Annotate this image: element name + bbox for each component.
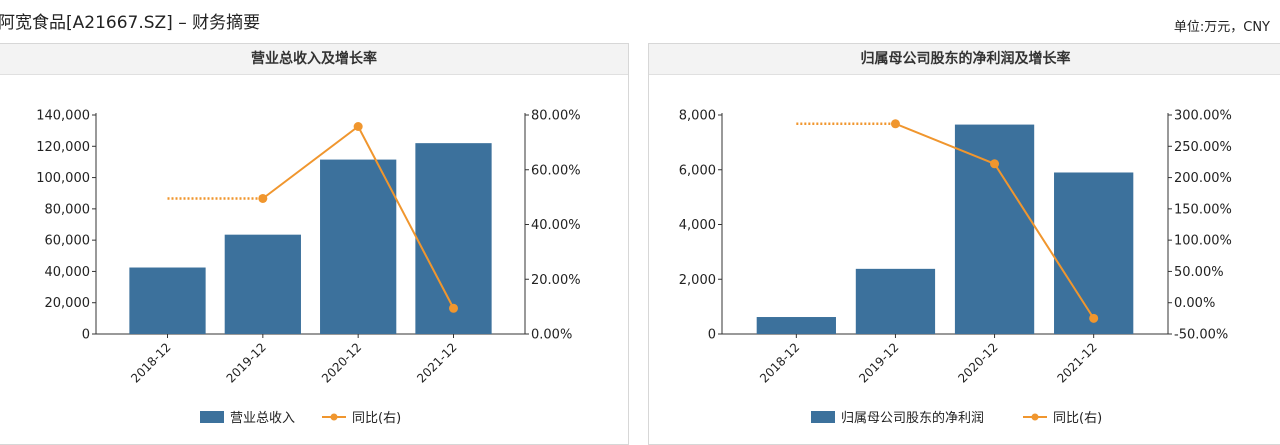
y-left-tick-label: 0 bbox=[708, 328, 716, 343]
y-right-tick-label: 0.00% bbox=[1174, 296, 1215, 311]
growth-point bbox=[449, 303, 458, 313]
y-right-tick-label: 150.00% bbox=[1174, 202, 1232, 217]
x-tick-label: 2020-12 bbox=[955, 340, 1000, 385]
revenue-chart-panel: 营业总收入及增长率 0 20,000 40,000 60,000 80,000 100,0… bbox=[0, 43, 629, 445]
y-right-tick-label: 40.00% bbox=[531, 218, 581, 233]
bar bbox=[1054, 172, 1134, 334]
y-right-tick-label: 200.00% bbox=[1174, 171, 1232, 186]
net-profit-chart-panel: 归属母公司股东的净利润及增长率 0 2,000 4,000 6,000 8,000 -50… bbox=[648, 43, 1280, 445]
y-right-tick-label: 60.00% bbox=[531, 163, 581, 178]
y-right-tick-label: 100.00% bbox=[1174, 234, 1232, 249]
chart-title: 归属母公司股东的净利润及增长率 bbox=[649, 44, 1280, 75]
bar bbox=[415, 143, 492, 334]
y-left-tick-label: 8,000 bbox=[679, 109, 716, 124]
growth-point bbox=[990, 159, 1000, 169]
y-right-tick-label: 20.00% bbox=[531, 273, 581, 288]
y-left-tick-label: 20,000 bbox=[45, 296, 91, 311]
legend-line-label: 同比(右) bbox=[1053, 411, 1102, 426]
page-title: 阿宽食品[A21667.SZ] – 财务摘要 bbox=[0, 13, 261, 33]
y-left-tick-label: 100,000 bbox=[36, 171, 90, 186]
bar bbox=[224, 234, 301, 334]
growth-point bbox=[1089, 313, 1099, 323]
x-tick-label: 2021-12 bbox=[414, 340, 459, 385]
y-right-tick-label: 300.00% bbox=[1174, 109, 1232, 124]
growth-point bbox=[890, 119, 900, 129]
x-tick-label: 2019-12 bbox=[224, 340, 269, 385]
chart-title: 营业总收入及增长率 bbox=[0, 44, 628, 75]
y-right-tick-label: 80.00% bbox=[531, 109, 581, 124]
growth-point bbox=[353, 121, 363, 131]
legend-bar-swatch bbox=[811, 411, 835, 423]
y-left-tick-label: 4,000 bbox=[679, 218, 716, 233]
unit-label: 单位:万元，CNY bbox=[1173, 20, 1270, 35]
y-right-tick-label: -50.00% bbox=[1174, 328, 1228, 343]
x-tick-label: 2018-12 bbox=[757, 340, 802, 385]
y-right-tick-label: 50.00% bbox=[1174, 265, 1224, 280]
bar bbox=[855, 268, 936, 334]
bar bbox=[129, 267, 206, 334]
legend-bar-label: 归属母公司股东的净利润 bbox=[841, 410, 984, 426]
legend-line-marker bbox=[1031, 413, 1039, 421]
y-right-tick-label: 250.00% bbox=[1174, 140, 1232, 155]
growth-point bbox=[258, 193, 268, 203]
y-left-tick-label: 140,000 bbox=[36, 109, 90, 124]
y-left-tick-label: 120,000 bbox=[36, 140, 90, 155]
x-tick-label: 2019-12 bbox=[856, 340, 901, 385]
y-left-tick-label: 60,000 bbox=[45, 234, 91, 249]
y-left-tick-label: 2,000 bbox=[679, 273, 716, 288]
bar bbox=[954, 124, 1035, 334]
y-left-tick-label: 80,000 bbox=[45, 202, 91, 217]
legend-bar-label: 营业总收入 bbox=[230, 411, 295, 426]
legend-line-marker bbox=[330, 413, 338, 421]
bar bbox=[756, 317, 836, 334]
legend-line-label: 同比(右) bbox=[352, 411, 401, 426]
legend-bar-swatch bbox=[200, 411, 224, 423]
x-tick-label: 2020-12 bbox=[319, 340, 364, 385]
bar bbox=[320, 159, 397, 334]
y-left-tick-label: 6,000 bbox=[679, 163, 716, 178]
y-right-tick-label: 0.00% bbox=[531, 328, 572, 343]
y-left-tick-label: 0 bbox=[82, 328, 90, 343]
x-tick-label: 2021-12 bbox=[1054, 340, 1099, 385]
net-profit-chart: 0 2,000 4,000 6,000 8,000 -50.00% 0.00% 50.00% 1… bbox=[679, 109, 1232, 427]
revenue-chart: 0 20,000 40,000 60,000 80,000 100,000 120,000 1… bbox=[36, 109, 581, 427]
x-tick-label: 2018-12 bbox=[128, 340, 173, 385]
y-left-tick-label: 40,000 bbox=[45, 265, 91, 280]
